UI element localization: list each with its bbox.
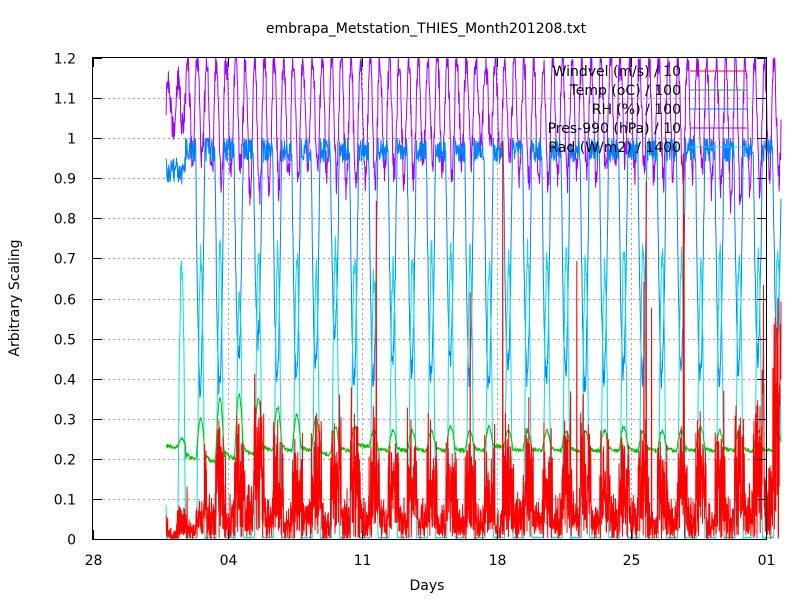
x-axis-label: Days xyxy=(410,578,445,594)
series-line-temp xyxy=(165,393,782,464)
y-tick-label: 0.2 xyxy=(54,453,76,469)
grid-lines xyxy=(93,58,766,539)
y-tick-label: 0.1 xyxy=(54,493,76,509)
y-tick-label: 0.5 xyxy=(54,333,76,349)
y-tick-label: 0.8 xyxy=(54,212,76,228)
plot-frame xyxy=(92,57,767,540)
y-tick-label: 1.1 xyxy=(54,92,76,108)
legend-label: RH (%) / 100 xyxy=(592,102,681,118)
series-line-rh xyxy=(165,137,782,398)
x-tick-label: 04 xyxy=(220,553,238,569)
y-axis-label: Arbitrary Scaling xyxy=(7,239,23,356)
y-tick-label: 0.9 xyxy=(54,172,76,188)
y-tick-label: 1.2 xyxy=(54,52,76,68)
y-tick-label: 0.4 xyxy=(54,373,76,389)
series-line-wind xyxy=(165,140,782,540)
y-tick-label: 0 xyxy=(67,533,76,549)
y-tick-label: 0.7 xyxy=(54,252,76,268)
x-tick-label: 01 xyxy=(758,553,776,569)
series-line-pres xyxy=(165,57,782,214)
x-tick-label: 11 xyxy=(354,553,372,569)
series-layer xyxy=(165,57,782,540)
legend-label: Temp (oC) / 100 xyxy=(569,83,681,99)
legend-label: Rad (W/m2) / 1400 xyxy=(548,140,681,156)
chart-title: embrapa_Metstation_THIES_Month201208.txt xyxy=(266,21,587,37)
legend-label: Pres-990 (hPa) / 10 xyxy=(548,121,681,137)
legend-label: Windvel (m/s) / 10 xyxy=(553,64,681,80)
x-tick-label: 28 xyxy=(85,553,103,569)
y-tick-label: 0.6 xyxy=(54,293,76,309)
y-tick-label: 1 xyxy=(67,132,76,148)
x-tick-label: 25 xyxy=(623,553,641,569)
legend: Windvel (m/s) / 10 Temp (oC) / 100 RH (%) … xyxy=(548,64,747,156)
x-tick-label: 18 xyxy=(489,553,507,569)
y-tick-label: 0.3 xyxy=(54,413,76,429)
axis-ticks: 0 0.1 0.2 0.3 0.4 0.5 0.6 0.7 0.8 0.9 1 1.1 1.2 28 04 1… xyxy=(54,52,776,570)
